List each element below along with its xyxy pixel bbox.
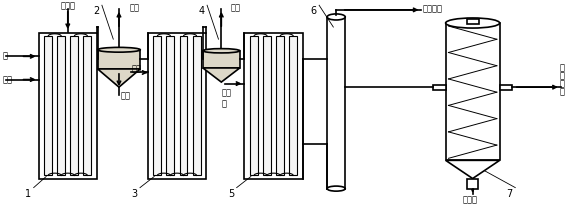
Bar	[250, 36, 258, 176]
Bar	[166, 36, 174, 176]
Text: 化: 化	[560, 71, 565, 80]
Ellipse shape	[446, 18, 500, 28]
Text: 碳酸钙: 碳酸钙	[60, 1, 75, 10]
Ellipse shape	[327, 14, 345, 20]
Bar	[263, 36, 271, 176]
Text: 水: 水	[2, 52, 7, 61]
Bar	[70, 36, 78, 176]
Text: 氯气: 氯气	[2, 75, 13, 84]
Polygon shape	[446, 160, 500, 179]
Text: 废: 废	[560, 79, 565, 88]
Bar	[39, 33, 97, 179]
Bar	[180, 36, 188, 176]
Bar	[433, 84, 446, 90]
Bar	[327, 17, 345, 189]
Bar	[500, 84, 512, 90]
Ellipse shape	[97, 47, 140, 52]
Bar	[467, 19, 479, 24]
Text: 3: 3	[131, 189, 137, 199]
Bar	[245, 33, 303, 179]
Text: 废气: 废气	[130, 3, 140, 12]
Bar	[57, 36, 65, 176]
Bar	[193, 36, 201, 176]
Polygon shape	[97, 69, 140, 87]
Bar	[276, 36, 284, 176]
Bar	[446, 23, 500, 160]
Bar	[83, 36, 91, 176]
Text: 7: 7	[507, 189, 513, 199]
Text: 2: 2	[93, 6, 99, 16]
Text: 丙烯: 丙烯	[132, 64, 141, 74]
Text: 水: 水	[560, 87, 565, 96]
Bar	[467, 179, 478, 189]
Text: 固渣: 固渣	[120, 92, 130, 101]
Ellipse shape	[327, 186, 345, 191]
Bar	[153, 36, 161, 176]
Bar	[203, 51, 240, 68]
Bar	[97, 50, 140, 69]
Text: 废气: 废气	[230, 3, 241, 12]
Bar	[289, 36, 297, 176]
Bar	[148, 33, 206, 179]
Bar	[44, 36, 52, 176]
Text: 皂: 皂	[560, 63, 565, 72]
Text: 6: 6	[311, 6, 316, 16]
Text: 4: 4	[198, 6, 205, 16]
Polygon shape	[203, 68, 240, 82]
Ellipse shape	[203, 49, 240, 53]
Text: 环氧丙烷: 环氧丙烷	[422, 4, 442, 13]
Text: 5: 5	[228, 189, 234, 199]
Text: 重组分: 重组分	[462, 195, 477, 204]
Text: 皂化
剂: 皂化 剂	[221, 89, 231, 108]
Text: 1: 1	[25, 189, 31, 199]
